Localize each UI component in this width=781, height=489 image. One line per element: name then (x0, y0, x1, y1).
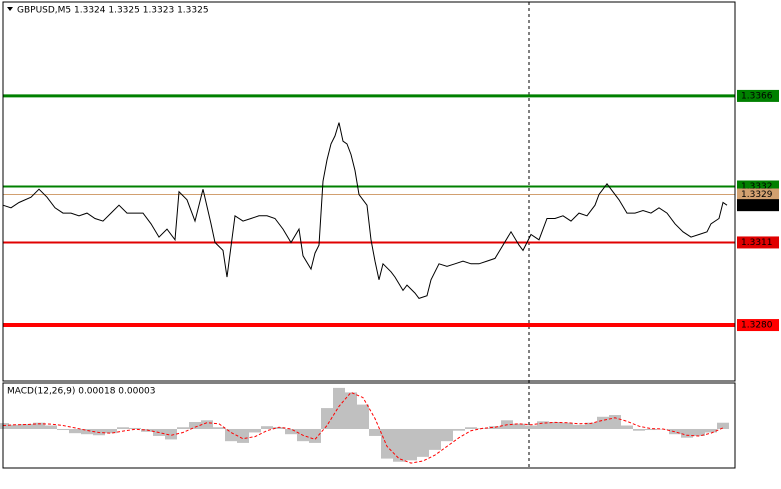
macd-pane-border (2, 382, 736, 469)
macd-bar (393, 428, 405, 462)
macd-bar (309, 428, 321, 443)
price-pane-border (2, 1, 736, 382)
macd-bar (681, 428, 693, 438)
current-price-label-box (737, 199, 779, 212)
macd-bar (165, 428, 177, 440)
macd-bar (213, 427, 225, 429)
level-label-box (737, 236, 779, 249)
macd-bar (669, 428, 681, 435)
macd-bar (537, 421, 549, 429)
macd-bar (513, 423, 525, 429)
macd-bar (381, 428, 393, 459)
macd-bar (441, 428, 453, 442)
level-label: 1.3280 (741, 321, 773, 331)
macd-bar (69, 428, 81, 434)
macd-bar (117, 427, 129, 429)
macd-bar (489, 426, 501, 429)
level-label: 1.3366 (741, 91, 773, 101)
level-label: 1.3311 (741, 238, 773, 248)
macd-bar (273, 427, 285, 429)
macd-bar (9, 424, 21, 429)
macd-bar (105, 428, 117, 434)
macd-bar (429, 428, 441, 450)
macd-title: MACD(12,26,9) 0.00018 0.00003 (7, 387, 156, 397)
signal-line (2, 391, 724, 464)
macd-bar (405, 428, 417, 461)
macd-bar (717, 422, 729, 429)
macd-bar (465, 427, 477, 429)
macd-bar (177, 427, 189, 429)
macd-bar (321, 408, 333, 429)
macd-bar (525, 425, 537, 429)
macd-bar (333, 387, 345, 429)
chart-title: GBPUSD,M5 1.3324 1.3325 1.3323 1.3325 (17, 6, 209, 16)
macd-bar (621, 425, 633, 429)
macd-bar (0, 423, 9, 429)
data-layer (0, 94, 735, 464)
macd-bar (81, 428, 93, 435)
macd-bar (237, 428, 249, 443)
macd-bar (645, 428, 657, 431)
macd-bar (705, 428, 717, 433)
macd-bar (549, 422, 561, 429)
level-label-box (737, 89, 779, 102)
macd-bar (261, 426, 273, 429)
macd-bar (285, 428, 297, 435)
macd-bar (369, 428, 381, 436)
macd-bar (357, 404, 369, 429)
level-label: 1.3329 (741, 190, 773, 200)
macd-bar (597, 416, 609, 429)
macd-bar (189, 422, 201, 429)
level-label-box (737, 319, 779, 332)
level-label: 1.3332 (741, 182, 773, 192)
macd-bar (201, 420, 213, 429)
macd-bar (633, 428, 645, 431)
macd-bar (21, 424, 33, 429)
macd-bar (561, 422, 573, 429)
macd-bar (345, 392, 357, 429)
price-line (2, 122, 728, 299)
macd-bar (249, 428, 261, 433)
macd-bar (129, 427, 141, 429)
macd-bar (585, 422, 597, 429)
level-label-box (737, 188, 779, 201)
macd-bar (609, 415, 621, 429)
macd-bar (573, 424, 585, 429)
current-price-label: 1.3325 (741, 201, 773, 211)
macd-bar (57, 428, 69, 431)
macd-bar (45, 425, 57, 429)
collapse-icon[interactable] (7, 7, 13, 11)
macd-bar (417, 428, 429, 457)
macd-bar (33, 422, 45, 429)
macd-bar (693, 428, 705, 436)
macd-bar (453, 428, 465, 431)
macd-bar (225, 428, 237, 442)
